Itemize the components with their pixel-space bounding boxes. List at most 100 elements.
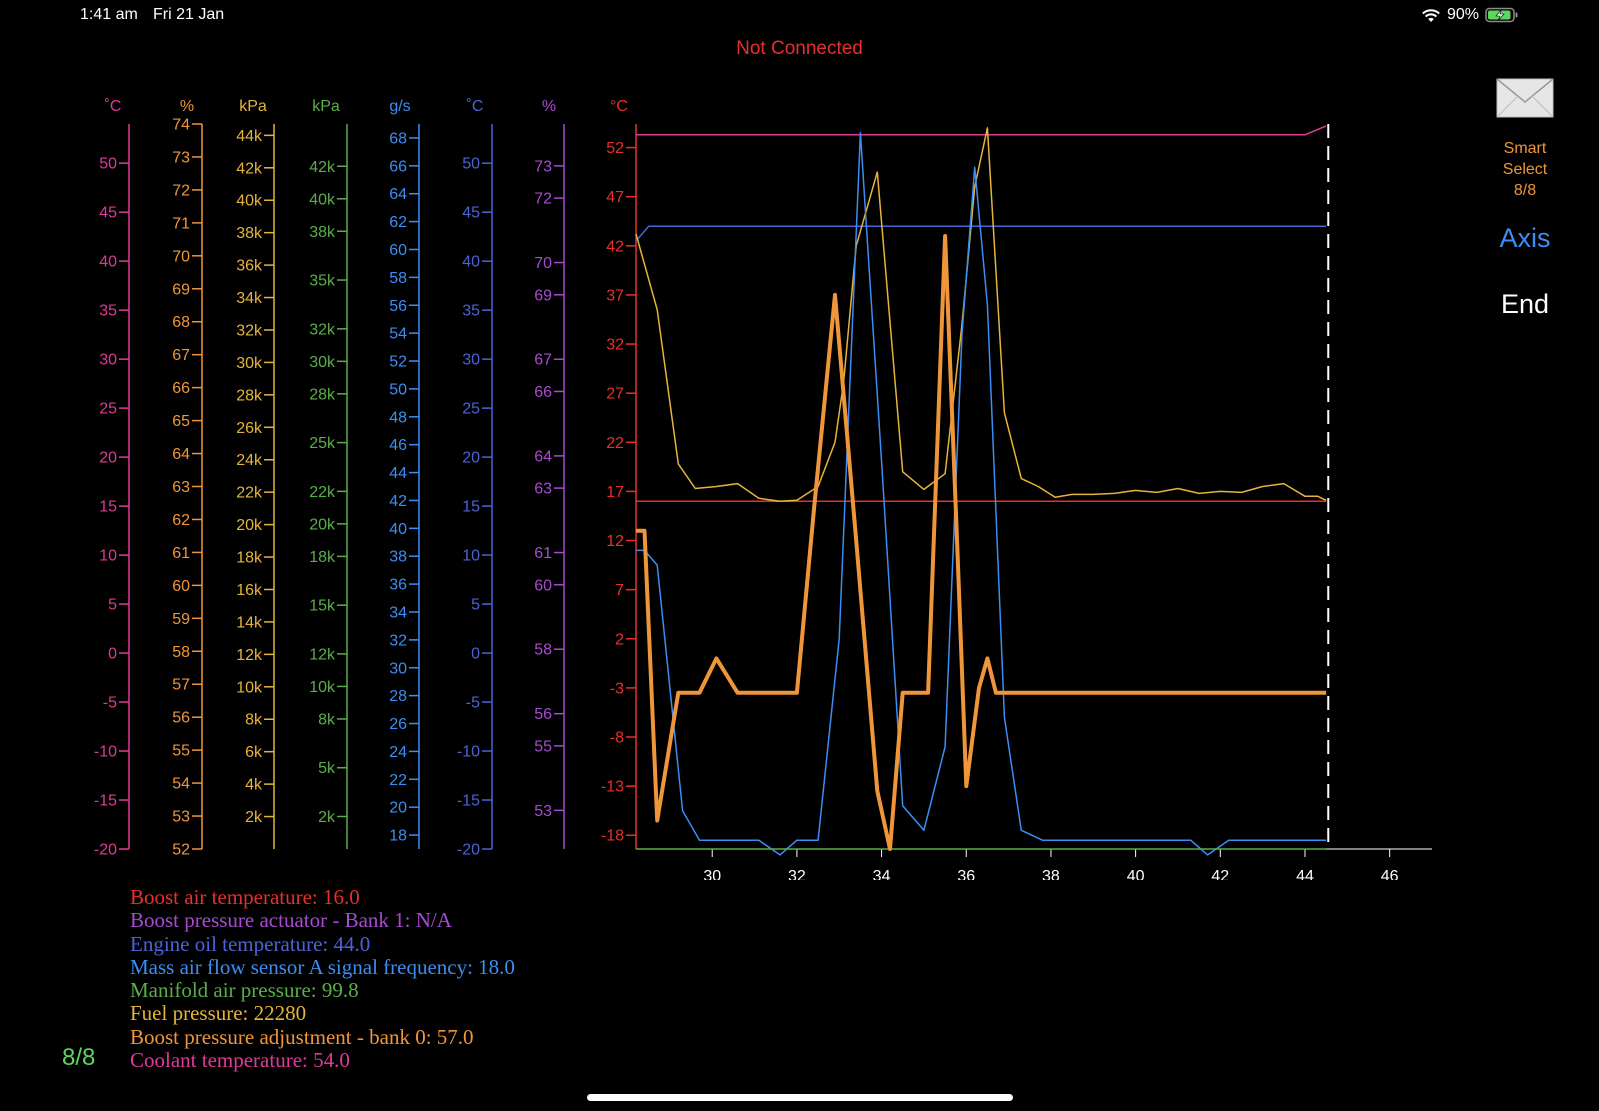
- axis-tick-label: 45: [99, 205, 117, 222]
- axis-tick-label: 57: [172, 677, 190, 694]
- axis-tick-label: 56: [534, 706, 552, 723]
- axis-tick-label: 45: [462, 205, 480, 222]
- axis-tick-label: -20: [457, 842, 480, 859]
- series-line: [636, 234, 1327, 851]
- primary-axis-tick-label: 2: [615, 631, 624, 648]
- primary-axis-tick-label: 42: [606, 238, 624, 255]
- axis-tick-label: 32: [389, 632, 407, 649]
- axis-tick-label: 20: [389, 800, 407, 817]
- page-indicator[interactable]: 8/8: [62, 1044, 96, 1071]
- end-button[interactable]: End: [1500, 289, 1550, 319]
- axis-tick-label: 35: [462, 303, 480, 320]
- x-axis-tick-label: 36: [957, 868, 975, 880]
- axis-tick-label: 36k: [236, 258, 263, 275]
- axis-tick-label: -5: [466, 695, 480, 712]
- axis-tick-label: 40k: [309, 191, 336, 208]
- right-panel: Smart Select 8/8 Axis End: [1460, 78, 1590, 320]
- axis-tick-label: 35k: [309, 273, 336, 290]
- axis-tick-label: 70: [534, 255, 552, 272]
- axis-tick-label: 30: [462, 352, 480, 369]
- axis-tick-label: 26: [389, 716, 407, 733]
- axis-tick-label: 60: [534, 577, 552, 594]
- axis-tick-label: 28k: [309, 386, 336, 403]
- axis-tick-label: 71: [172, 215, 190, 232]
- axis-tick-label: 58: [172, 644, 190, 661]
- axis-tick-label: 18k: [236, 550, 263, 567]
- axis-tick-label: 62: [172, 512, 190, 529]
- status-time: 1:41 am: [80, 6, 138, 23]
- axis-tick-label: 63: [534, 481, 552, 498]
- legend-item: Fuel pressure: 22280: [130, 1001, 307, 1026]
- axis-unit-label: g/s: [389, 98, 410, 115]
- axis-tick-label: 30: [389, 660, 407, 677]
- axis-tick-label: 6k: [245, 744, 263, 761]
- x-axis-tick-label: 30: [703, 868, 721, 880]
- axis-tick-label: 15: [99, 499, 117, 516]
- axis-tick-label: -20: [94, 842, 117, 859]
- smart-select-line: Smart: [1503, 140, 1547, 157]
- axis-tick-label: 12k: [309, 646, 336, 663]
- axis-tick-label: 72: [172, 182, 190, 199]
- axis-tick-label: 10k: [309, 679, 336, 696]
- battery-percentage: 90%: [1446, 6, 1479, 23]
- axis-tick-label: 58: [389, 270, 407, 287]
- series-line: [636, 132, 1327, 856]
- axis-tick-label: 67: [172, 347, 190, 364]
- axis-tick-label: 42k: [236, 160, 263, 177]
- axis-button[interactable]: Axis: [1499, 223, 1551, 253]
- axis-tick-label: 22k: [236, 485, 263, 502]
- home-indicator[interactable]: [587, 1094, 1013, 1101]
- primary-axis-tick-label: 32: [606, 337, 624, 354]
- axis-unit-label: kPa: [312, 98, 340, 115]
- axis-tick-label: -15: [457, 793, 480, 810]
- battery-charging-icon: [1485, 7, 1518, 23]
- status-date: Fri 21 Jan: [153, 6, 225, 23]
- live-data-chart[interactable]: ˚C50454035302520151050-5-10-15-20%747372…: [0, 0, 1599, 880]
- axis-tick-label: 20: [99, 450, 117, 467]
- axis-tick-label: 58: [534, 642, 552, 659]
- axis-tick-label: 10: [99, 548, 117, 565]
- primary-axis-tick-label: 22: [606, 435, 624, 452]
- axis-tick-label: 42: [389, 493, 407, 510]
- axis-tick-label: 0: [108, 646, 117, 663]
- axis-tick-label: 5: [471, 597, 480, 614]
- axis-tick-label: 73: [172, 149, 190, 166]
- primary-axis-tick-label: 12: [606, 533, 624, 550]
- axis-tick-label: 15: [462, 499, 480, 516]
- axis-tick-label: 20: [462, 450, 480, 467]
- x-axis-tick-label: 34: [873, 868, 891, 880]
- axis-tick-label: 12k: [236, 647, 263, 664]
- axis-tick-label: 20k: [236, 517, 263, 534]
- axis-tick-label: 52: [389, 354, 407, 371]
- axis-tick-label: 61: [172, 545, 190, 562]
- smart-select-count: 8/8: [1513, 182, 1537, 199]
- axis-tick-label: 8k: [318, 711, 336, 728]
- axis-tick-label: 69: [534, 287, 552, 304]
- axis-tick-label: 25: [99, 401, 117, 418]
- primary-axis-tick-label: 17: [606, 484, 624, 501]
- axis-tick-label: -10: [94, 744, 117, 761]
- primary-axis-tick-label: 7: [615, 582, 624, 599]
- axis-tick-label: 68: [172, 314, 190, 331]
- axis-tick-label: 61: [534, 545, 552, 562]
- axis-tick-label: 65: [172, 413, 190, 430]
- mail-icon[interactable]: [1496, 78, 1554, 118]
- primary-axis-tick-label: 37: [606, 287, 624, 304]
- axis-unit-label: %: [180, 98, 194, 115]
- axis-tick-label: 53: [534, 803, 552, 820]
- axis-tick-label: 25k: [309, 435, 336, 452]
- x-axis-tick-label: 42: [1211, 868, 1229, 880]
- axis-tick-label: 34: [389, 604, 407, 621]
- status-indicators: 90%: [1421, 6, 1519, 24]
- axis-tick-label: 44k: [236, 128, 263, 145]
- axis-tick-label: 32k: [309, 321, 336, 338]
- axis-tick-label: -5: [103, 695, 117, 712]
- axis-tick-label: 55: [172, 743, 190, 760]
- axis-tick-label: 15k: [309, 598, 336, 615]
- series-line: [636, 125, 1327, 136]
- axis-tick-label: 73: [534, 158, 552, 175]
- axis-tick-label: 64: [534, 448, 552, 465]
- axis-tick-label: 62: [389, 214, 407, 231]
- axis-tick-label: 5k: [318, 760, 336, 777]
- smart-select-button[interactable]: Smart Select 8/8: [1460, 138, 1590, 201]
